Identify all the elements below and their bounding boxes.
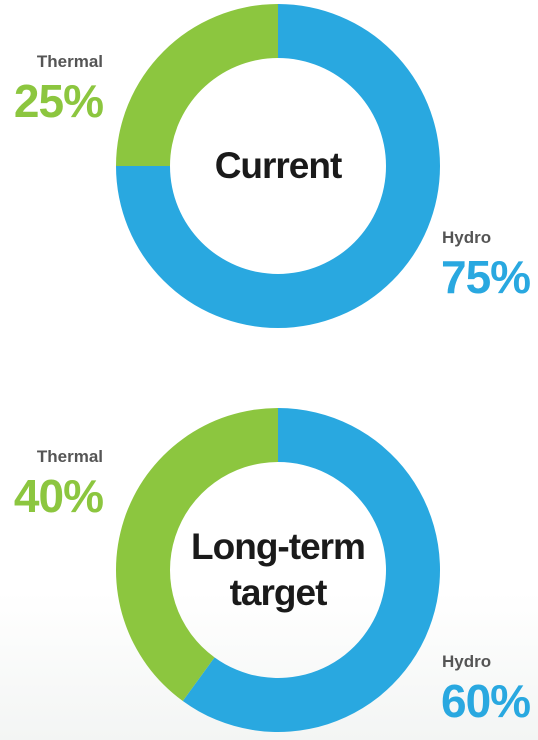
donut-segment xyxy=(116,4,278,166)
value-label: 40% xyxy=(14,470,103,522)
chart-title: Current xyxy=(214,145,343,186)
category-label: Hydro xyxy=(442,228,491,247)
donut-segment xyxy=(115,408,278,702)
category-label: Thermal xyxy=(37,447,103,466)
category-label: Hydro xyxy=(442,652,491,671)
value-label: 60% xyxy=(441,675,530,727)
value-label: 25% xyxy=(14,75,103,127)
donut-segment xyxy=(182,408,440,732)
value-label: 75% xyxy=(441,251,530,303)
category-label: Thermal xyxy=(37,52,103,71)
donut-segment xyxy=(116,4,440,328)
chart-title: Long-term target xyxy=(191,526,366,613)
